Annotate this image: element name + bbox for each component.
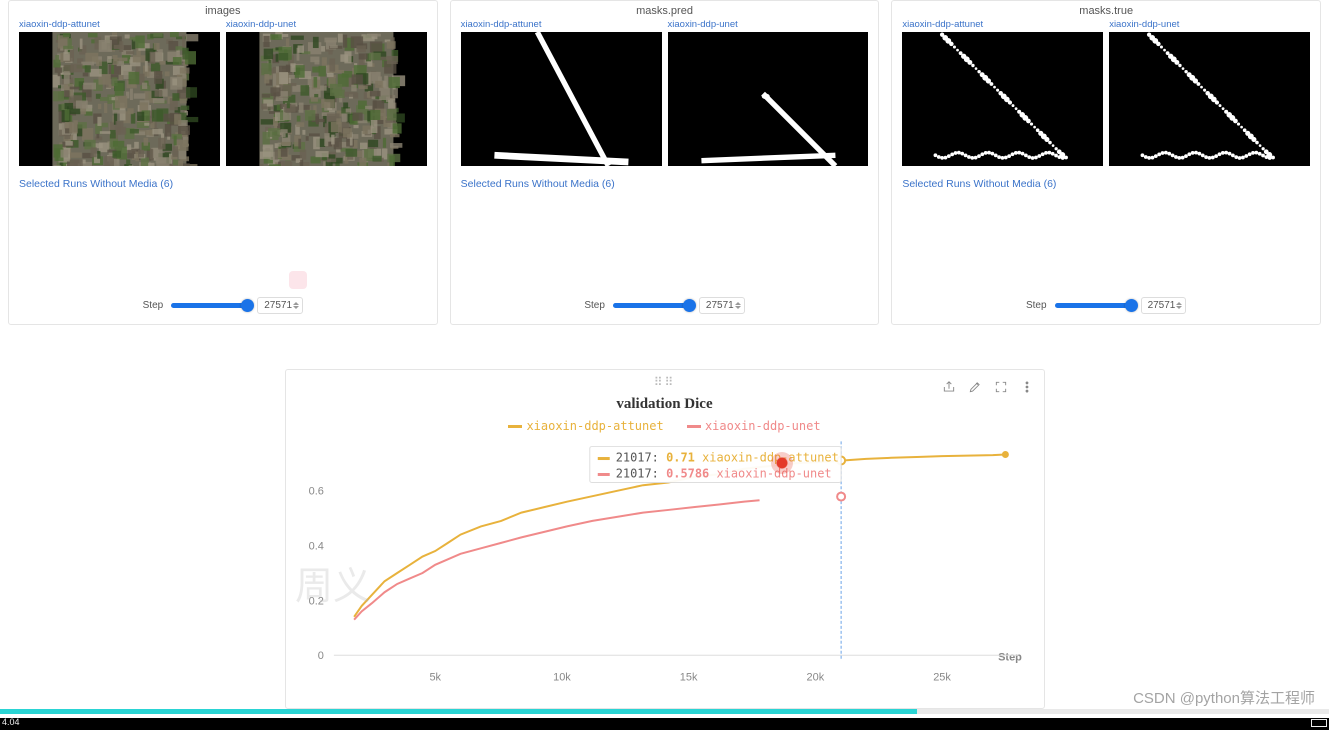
- validation-dice-chart-panel: ⠿⠿ validation Dice xiaoxin-ddp-attunet x…: [285, 369, 1045, 709]
- time-label: 4.04: [2, 717, 20, 727]
- panel-masks-true: masks.true xiaoxin-ddp-attunet xiaoxin-d…: [891, 0, 1321, 325]
- fullscreen-toggle-icon[interactable]: [1311, 719, 1327, 727]
- svg-text:Step: Step: [998, 652, 1022, 664]
- panel-images: images xiaoxin-ddp-attunet xiaoxin-ddp-u…: [8, 0, 438, 325]
- legend-item[interactable]: xiaoxin-ddp-attunet: [508, 419, 671, 433]
- step-value-input[interactable]: 27571: [257, 297, 303, 314]
- progress-fill: [0, 709, 917, 714]
- run-label-b[interactable]: xiaoxin-ddp-unet: [668, 19, 869, 30]
- selected-runs-link[interactable]: Selected Runs Without Media (6): [9, 166, 437, 190]
- chart-legend: xiaoxin-ddp-attunet xiaoxin-ddp-unet: [286, 413, 1044, 435]
- thumbnail-image[interactable]: [226, 32, 427, 166]
- svg-text:21017: 0.71 xiaoxin-ddp-attune: 21017: 0.71 xiaoxin-ddp-attunet: [615, 451, 838, 465]
- svg-text:5k: 5k: [429, 672, 441, 684]
- legend-label: xiaoxin-ddp-attunet: [526, 419, 663, 433]
- run-label-a[interactable]: xiaoxin-ddp-attunet: [19, 19, 220, 30]
- run-label-b[interactable]: xiaoxin-ddp-unet: [1109, 19, 1310, 30]
- panel-title: masks.pred: [451, 1, 879, 19]
- step-slider-label: Step: [1026, 300, 1047, 311]
- legend-swatch: [687, 425, 701, 428]
- line-chart[interactable]: 0 0.2 0.4 0.6 5k 10k 15k 20k 25k Step 21017: 0.71 …: [286, 435, 1044, 695]
- chart-toolbar: [942, 380, 1034, 399]
- legend-label: xiaoxin-ddp-unet: [705, 419, 821, 433]
- svg-text:0.2: 0.2: [308, 595, 323, 607]
- csdn-watermark: CSDN @python算法工程师: [1133, 687, 1315, 708]
- thumbnail-image[interactable]: [668, 32, 869, 166]
- panel-title: masks.true: [892, 1, 1320, 19]
- svg-text:20k: 20k: [806, 672, 824, 684]
- legend-swatch: [508, 425, 522, 428]
- step-slider[interactable]: [1055, 303, 1133, 308]
- share-icon[interactable]: [942, 380, 956, 399]
- selected-runs-link[interactable]: Selected Runs Without Media (6): [892, 166, 1320, 190]
- svg-text:0.6: 0.6: [308, 486, 323, 498]
- svg-text:21017: 0.5786 xiaoxin-ddp-unet: 21017: 0.5786 xiaoxin-ddp-unet: [615, 466, 831, 480]
- step-slider[interactable]: [171, 303, 249, 308]
- drag-handle-icon[interactable]: ⠿⠿: [654, 380, 676, 385]
- thumbnail-image[interactable]: [902, 32, 1103, 166]
- svg-text:0.4: 0.4: [308, 541, 323, 553]
- more-icon[interactable]: [1020, 380, 1034, 399]
- step-slider[interactable]: [613, 303, 691, 308]
- svg-text:25k: 25k: [933, 672, 951, 684]
- svg-text:0: 0: [317, 650, 323, 662]
- step-slider-label: Step: [143, 300, 164, 311]
- player-bottom-strip: 4.04: [0, 718, 1329, 730]
- thumbnail-image[interactable]: [19, 32, 220, 166]
- step-slider-label: Step: [584, 300, 605, 311]
- fullscreen-icon[interactable]: [994, 380, 1008, 399]
- thumbnail-image[interactable]: [1109, 32, 1310, 166]
- selected-runs-link[interactable]: Selected Runs Without Media (6): [451, 166, 879, 190]
- edit-icon[interactable]: [968, 380, 982, 399]
- cursor-highlight: [289, 271, 307, 289]
- svg-text:15k: 15k: [679, 672, 697, 684]
- video-progress-bar[interactable]: [0, 709, 1329, 714]
- step-value-input[interactable]: 27571: [699, 297, 745, 314]
- panel-title: images: [9, 1, 437, 19]
- svg-text:10k: 10k: [553, 672, 571, 684]
- thumbnail-image[interactable]: [461, 32, 662, 166]
- legend-item[interactable]: xiaoxin-ddp-unet: [687, 419, 821, 433]
- run-label-b[interactable]: xiaoxin-ddp-unet: [226, 19, 427, 30]
- run-label-a[interactable]: xiaoxin-ddp-attunet: [461, 19, 662, 30]
- media-panels-row: images xiaoxin-ddp-attunet xiaoxin-ddp-u…: [0, 0, 1329, 333]
- panel-masks-pred: masks.pred xiaoxin-ddp-attunet xiaoxin-d…: [450, 0, 880, 325]
- step-value-input[interactable]: 27571: [1141, 297, 1187, 314]
- run-label-a[interactable]: xiaoxin-ddp-attunet: [902, 19, 1103, 30]
